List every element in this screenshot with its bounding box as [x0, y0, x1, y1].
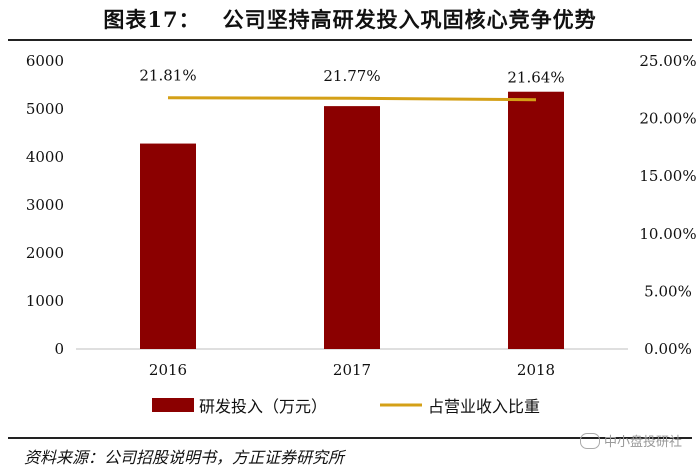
line-data-label: 21.77% [323, 67, 380, 85]
y-left-tick-label: 4000 [26, 148, 64, 166]
legend-bar-label: 研发投入（万元） [199, 397, 327, 416]
figure-title: 公司坚持高研发投入巩固核心竞争优势 [222, 7, 597, 32]
legend-line-label: 占营业收入比重 [428, 397, 540, 416]
title-divider [8, 39, 692, 41]
y-right-tick-label: 15.00% [639, 167, 696, 185]
y-left-tick-label: 3000 [26, 196, 64, 214]
legend-bar-swatch [152, 398, 194, 412]
wechat-icon [579, 432, 600, 449]
y-left-tick-label: 2000 [26, 244, 64, 262]
bar [140, 143, 196, 349]
x-tick-label: 2016 [149, 361, 187, 379]
y-left-tick-label: 1000 [26, 292, 64, 310]
bar [508, 91, 564, 349]
x-tick-label: 2017 [333, 361, 371, 379]
source-note: 资料来源：公司招股说明书，方正证券研究所 [24, 448, 345, 467]
y-right-tick-label: 20.00% [639, 110, 696, 128]
y-right-tick-label: 10.00% [639, 225, 696, 243]
y-right-tick-label: 25.00% [639, 52, 696, 70]
y-right-tick-label: 0.00% [644, 340, 692, 358]
chart-title: 图表17： 公司坚持高研发投入巩固核心竞争优势 [0, 0, 700, 38]
watermark: 中小盘投研社 [579, 431, 682, 450]
figure-number: 图表17： [103, 7, 201, 32]
bar [324, 106, 380, 350]
watermark-text: 中小盘投研社 [603, 435, 682, 450]
source-divider [8, 437, 692, 439]
x-tick-label: 2018 [517, 361, 555, 379]
y-right-tick-label: 5.00% [644, 282, 692, 300]
y-left-tick-label: 5000 [26, 100, 64, 118]
y-left-tick-label: 0 [54, 340, 64, 358]
line-series [167, 96, 537, 102]
y-left-tick-label: 6000 [26, 52, 64, 70]
line-data-label: 21.81% [139, 67, 196, 85]
line-data-label: 21.64% [507, 69, 564, 87]
chart: 0 1000 2000 3000 4000 5000 6000 0.00% 5.00% 10.00… [26, 52, 697, 416]
